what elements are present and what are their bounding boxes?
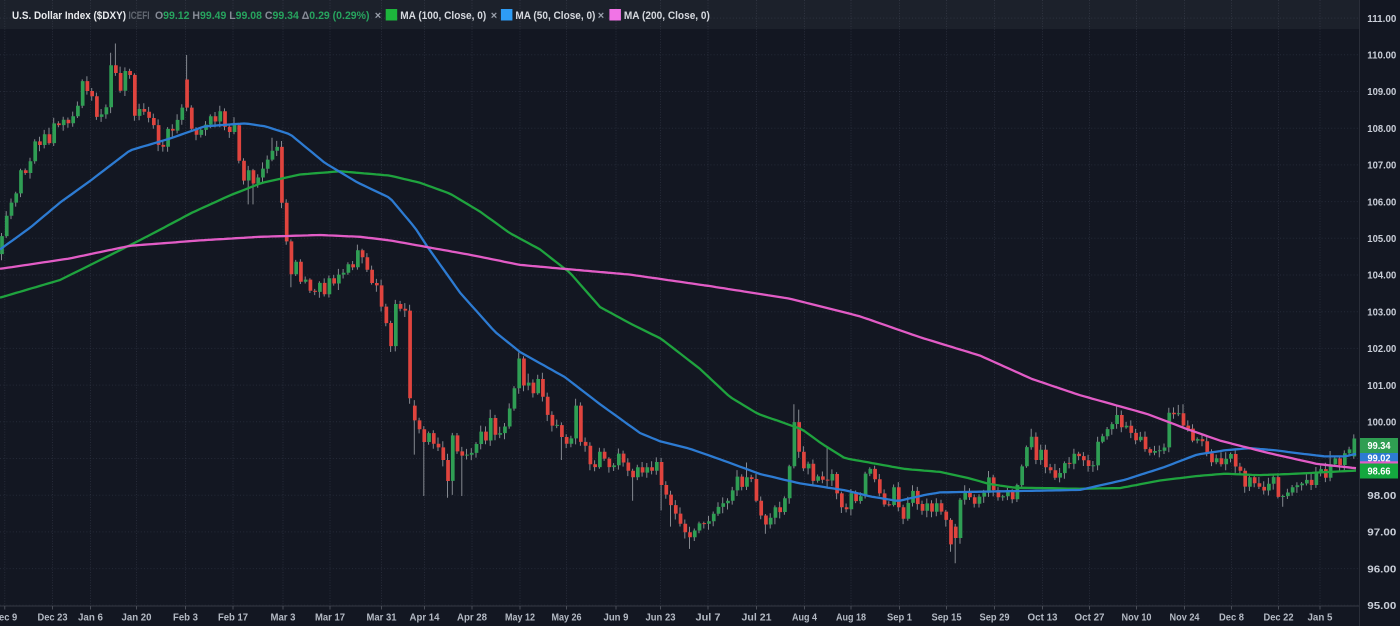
svg-text:Sep 29: Sep 29	[980, 612, 1010, 624]
svg-text:101.00: 101.00	[1367, 380, 1396, 392]
svg-text:×: ×	[491, 10, 497, 22]
svg-text:Jan 20: Jan 20	[122, 612, 152, 624]
svg-text:Aug 4: Aug 4	[792, 612, 817, 624]
svg-text:109.00: 109.00	[1367, 86, 1396, 98]
svg-text:Mar 17: Mar 17	[315, 612, 345, 624]
svg-text:Oct 13: Oct 13	[1028, 612, 1058, 624]
svg-text:ICEFI: ICEFI	[129, 10, 150, 22]
svg-text:Nov 10: Nov 10	[1122, 612, 1152, 624]
svg-text:Jun 9: Jun 9	[604, 612, 629, 624]
svg-text:MA (200, Close, 0): MA (200, Close, 0)	[624, 10, 710, 22]
svg-text:107.00: 107.00	[1367, 160, 1396, 172]
svg-text:×: ×	[598, 10, 604, 22]
svg-text:Jan 6: Jan 6	[78, 612, 103, 624]
svg-text:MA (50, Close, 0): MA (50, Close, 0)	[515, 10, 595, 22]
svg-text:Apr 28: Apr 28	[457, 612, 487, 624]
svg-text:103.00: 103.00	[1367, 306, 1396, 318]
svg-text:Sep 15: Sep 15	[932, 612, 962, 624]
svg-text:Sep 1: Sep 1	[887, 612, 912, 624]
svg-text:102.00: 102.00	[1367, 343, 1396, 355]
svg-text:×: ×	[375, 10, 381, 22]
svg-text:Jul 21: Jul 21	[742, 612, 772, 624]
svg-text:Dec 9: Dec 9	[0, 612, 17, 624]
svg-text:Feb 17: Feb 17	[218, 612, 248, 624]
svg-text:Aug 18: Aug 18	[836, 612, 866, 624]
svg-text:May 12: May 12	[505, 612, 535, 624]
svg-text:Jan 5: Jan 5	[1308, 612, 1333, 624]
svg-text:106.00: 106.00	[1367, 196, 1396, 208]
svg-text:O99.12 H99.49 L99.08 C99.34 Δ0: O99.12 H99.49 L99.08 C99.34 Δ0.29 (0.29%…	[155, 10, 370, 22]
svg-text:Dec 23: Dec 23	[38, 612, 68, 624]
svg-text:105.00: 105.00	[1367, 233, 1396, 245]
svg-text:96.00: 96.00	[1367, 563, 1396, 575]
svg-text:98.00: 98.00	[1367, 490, 1396, 502]
svg-text:Mar 31: Mar 31	[367, 612, 397, 624]
svg-text:97.00: 97.00	[1367, 527, 1396, 539]
svg-text:U.S. Dollar Index ($DXY): U.S. Dollar Index ($DXY)	[12, 10, 126, 22]
svg-text:100.00: 100.00	[1367, 417, 1396, 429]
svg-text:Oct 27: Oct 27	[1075, 612, 1105, 624]
svg-text:Jun 23: Jun 23	[646, 612, 676, 624]
svg-text:104.00: 104.00	[1367, 270, 1396, 282]
svg-text:Dec 22: Dec 22	[1264, 612, 1294, 624]
svg-text:Apr 14: Apr 14	[410, 612, 440, 624]
svg-text:99.34: 99.34	[1368, 441, 1391, 452]
svg-text:95.00: 95.00	[1367, 600, 1396, 612]
svg-text:Nov 24: Nov 24	[1170, 612, 1200, 624]
svg-text:Feb 3: Feb 3	[173, 612, 198, 624]
svg-text:May 26: May 26	[552, 612, 582, 624]
svg-text:110.00: 110.00	[1367, 50, 1396, 62]
svg-text:Mar 3: Mar 3	[271, 612, 296, 624]
svg-text:98.66: 98.66	[1368, 467, 1391, 478]
svg-text:Dec 8: Dec 8	[1219, 612, 1244, 624]
svg-text:Jul 7: Jul 7	[696, 612, 721, 624]
svg-text:108.00: 108.00	[1367, 123, 1396, 135]
svg-text:111.00: 111.00	[1367, 13, 1396, 25]
svg-text:99.02: 99.02	[1368, 453, 1391, 464]
svg-text:MA (100, Close, 0): MA (100, Close, 0)	[400, 10, 486, 22]
